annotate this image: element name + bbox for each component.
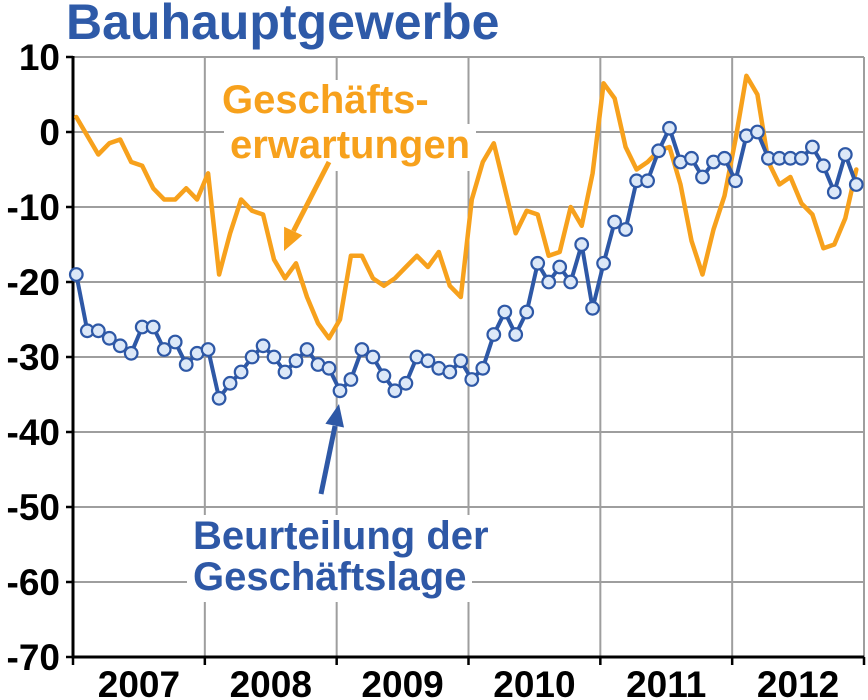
situation-point (156, 342, 172, 357)
situation-point (695, 169, 710, 185)
x-tick-label: 2007 (98, 664, 180, 700)
y-tick-label: -20 (7, 262, 60, 303)
situation-point (321, 360, 337, 376)
situation-point (684, 150, 699, 166)
expectations-label-line: erwartungen (230, 123, 470, 167)
tick-labels: 10 0 -10 -20 -30 -40 -50 -60 -70 2007 2008 2009 2010… (7, 37, 840, 700)
expectations-line (74, 73, 859, 341)
situation-point (332, 383, 348, 399)
situation-point (618, 222, 633, 237)
expectations-label-line: Geschäfts- (222, 78, 429, 122)
situation-point (508, 327, 524, 342)
situation-point (354, 342, 370, 357)
expectations-arrow-head (284, 226, 303, 251)
situation-label-line: Geschäftslage (193, 555, 466, 599)
situation-point (398, 375, 414, 391)
situation-point (101, 330, 117, 346)
situation-point (464, 372, 480, 387)
situation-point (145, 319, 161, 335)
y-tick-label: 10 (19, 37, 60, 78)
situation-point (255, 338, 271, 354)
situation-point (453, 353, 469, 369)
situation-point (837, 147, 853, 162)
situation-point (651, 143, 666, 159)
situation-label-background (187, 515, 495, 558)
situation-point (552, 259, 568, 275)
situation-annotation: Beurteilung der Geschäftslage (193, 404, 489, 599)
situation-point (167, 334, 183, 350)
situation-point (222, 375, 238, 391)
data-series (68, 73, 864, 406)
y-tick-label: -70 (7, 637, 60, 678)
situation-point (233, 364, 249, 380)
situation-point (805, 139, 820, 155)
situation-point (90, 323, 106, 339)
x-tick-label: 2011 (626, 664, 706, 700)
situation-point (123, 345, 139, 361)
chart-title: Bauhauptgewerbe (66, 0, 499, 50)
situation-point (343, 372, 359, 387)
situation-point (585, 300, 600, 316)
situation-point (816, 158, 831, 174)
situation-point (497, 304, 513, 320)
situation-point (475, 360, 491, 376)
situation-point (266, 349, 282, 365)
situation-point (387, 383, 403, 399)
expectations-arrow-shaft (291, 160, 332, 233)
situation-point (420, 353, 436, 369)
y-tick-label: -60 (7, 562, 60, 603)
situation-point (848, 177, 864, 192)
x-tick-label: 2010 (493, 664, 575, 700)
situation-point (112, 338, 128, 354)
y-tick-label: -50 (7, 487, 60, 528)
y-tick-label: -30 (7, 337, 60, 378)
situation-point (826, 184, 842, 200)
situation-point (200, 342, 216, 357)
situation-point (563, 274, 579, 290)
situation-point (640, 173, 655, 189)
x-tick-label: 2008 (230, 664, 312, 700)
situation-label-line: Beurteilung der (193, 514, 489, 558)
situation-point (541, 274, 557, 290)
situation-point (288, 353, 304, 369)
situation-point (750, 124, 765, 140)
situation-arrow-head (325, 404, 344, 428)
situation-point (794, 150, 809, 166)
x-tick-label: 2009 (361, 664, 443, 700)
situation-point (244, 349, 260, 365)
axes (66, 55, 866, 665)
expectations-label-background (216, 80, 436, 124)
situation-arrow-shaft (318, 425, 338, 495)
situation-point (662, 120, 677, 136)
expectations-label-background (224, 124, 476, 171)
situation-point (299, 342, 315, 357)
y-tick-label: -10 (7, 187, 60, 228)
situation-point (365, 349, 381, 365)
situation-point (728, 173, 743, 189)
situation-point (486, 327, 502, 342)
situation-point (178, 357, 194, 372)
situation-point (574, 237, 590, 252)
situation-point (519, 304, 535, 320)
y-tick-label: -40 (7, 412, 60, 453)
situation-point (596, 255, 611, 271)
x-tick-label: 2012 (757, 664, 839, 700)
situation-label-background (187, 558, 472, 602)
situation-point (68, 267, 84, 282)
situation-point (277, 364, 293, 380)
situation-point (717, 150, 732, 166)
situation-point (530, 255, 546, 271)
y-tick-label: 0 (39, 112, 60, 153)
situation-point (607, 214, 622, 230)
situation-point (442, 364, 458, 380)
annotation-backgrounds (187, 80, 495, 602)
expectations-annotation: Geschäfts- erwartungen (222, 78, 470, 251)
situation-point (211, 390, 227, 406)
situation-point (376, 368, 392, 384)
